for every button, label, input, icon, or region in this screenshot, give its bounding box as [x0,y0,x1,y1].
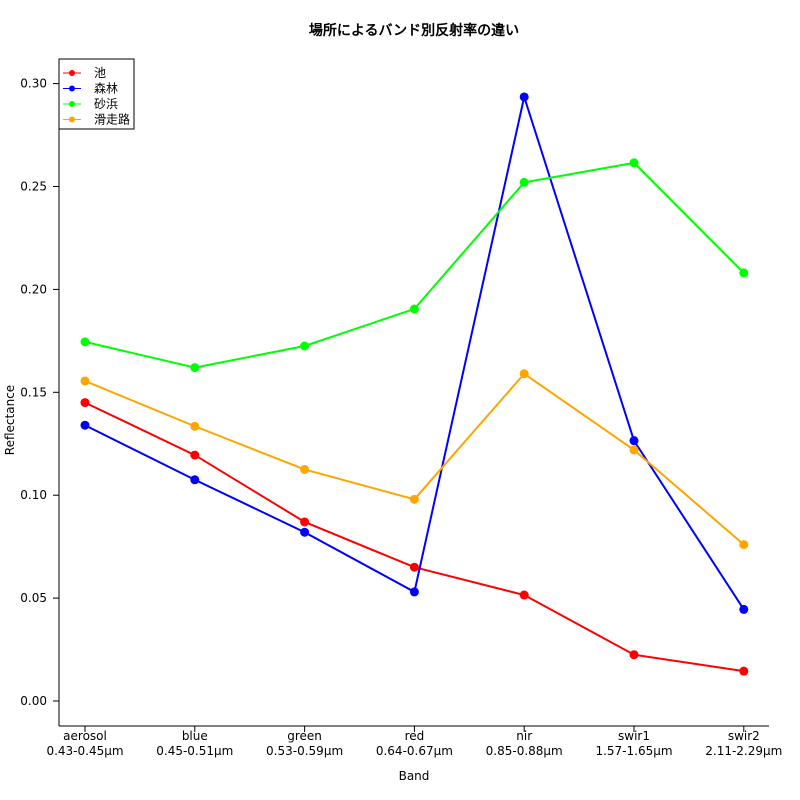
data-point [300,527,310,537]
x-tick-range-label: 0.64-0.67µm [376,744,453,758]
data-point [629,436,639,446]
y-tick-label: 0.00 [20,694,47,708]
x-tick-label: green [287,729,322,743]
x-tick-label: red [405,729,425,743]
x-tick-range-label: 0.53-0.59µm [266,744,343,758]
series-group [80,398,749,676]
legend-label: 滑走路 [94,112,130,127]
data-point [190,450,200,460]
series-line [84,372,745,546]
legend-item: 森林 [63,81,118,96]
data-point [190,475,200,485]
y-axis-label: Reflectance [3,385,17,455]
data-point [739,604,749,614]
data-point [629,650,639,660]
x-tick-label: blue [182,729,208,743]
chart-title: 場所によるバンド別反射率の違い [309,22,519,39]
series-group [80,158,749,373]
legend-item: 池 [63,66,106,80]
data-point [80,337,90,347]
x-tick-range-label: 1.57-1.65µm [595,744,672,758]
legend-item: 滑走路 [63,112,130,127]
data-point [409,494,419,504]
data-point [409,562,419,572]
series-group [80,369,749,550]
legend-swatch-point [69,70,75,76]
data-point [80,376,90,386]
series-line [84,401,744,673]
data-point [519,590,529,600]
series-group [80,92,749,614]
data-point [739,268,749,278]
x-tick-label: swir1 [618,729,650,743]
legend-swatch-point [69,101,75,107]
series-layer [80,92,749,676]
legend-label: 森林 [94,81,118,96]
legend-label: 池 [94,66,106,80]
data-point [409,587,419,597]
x-tick-range-label: 0.85-0.88µm [486,744,563,758]
data-point [739,666,749,676]
y-tick-label: 0.10 [20,488,47,502]
x-tick-label: aerosol [63,729,107,743]
series-line [84,161,745,369]
data-point [629,158,639,168]
data-point [80,398,90,408]
data-point [519,369,529,379]
y-tick-label: 0.05 [20,591,47,605]
data-point [519,177,529,187]
data-point [739,540,749,550]
data-point [190,363,200,373]
x-tick-label: swir2 [728,729,760,743]
legend-swatch-point [69,116,75,123]
plot-area-frame [59,59,769,726]
y-tick-label: 0.25 [20,180,47,194]
x-axis-ticks: aerosol0.43-0.45µmblue0.45-0.51µmgreen0.… [46,726,782,758]
x-tick-range-label: 0.43-0.45µm [46,744,123,758]
y-tick-label: 0.15 [20,385,47,399]
y-tick-label: 0.30 [20,77,47,91]
x-tick-range-label: 0.45-0.51µm [156,744,233,758]
data-point [519,92,529,102]
data-point [629,445,639,455]
data-point [300,464,310,474]
x-axis-label: Band [399,769,430,783]
x-tick-range-label: 2.11-2.29µm [705,744,782,758]
data-point [80,420,90,430]
data-point [409,304,419,314]
legend-label: 砂浜 [94,97,118,111]
legend-item: 砂浜 [63,97,118,111]
data-point [190,421,200,431]
data-point [300,517,310,527]
y-tick-label: 0.20 [20,282,47,296]
legend-swatch-point [69,85,75,92]
data-point [300,341,310,351]
x-tick-label: nir [516,729,532,743]
y-axis-ticks: 0.00 0.05 0.10 0.15 0.20 0.25 0.30 [20,77,59,708]
